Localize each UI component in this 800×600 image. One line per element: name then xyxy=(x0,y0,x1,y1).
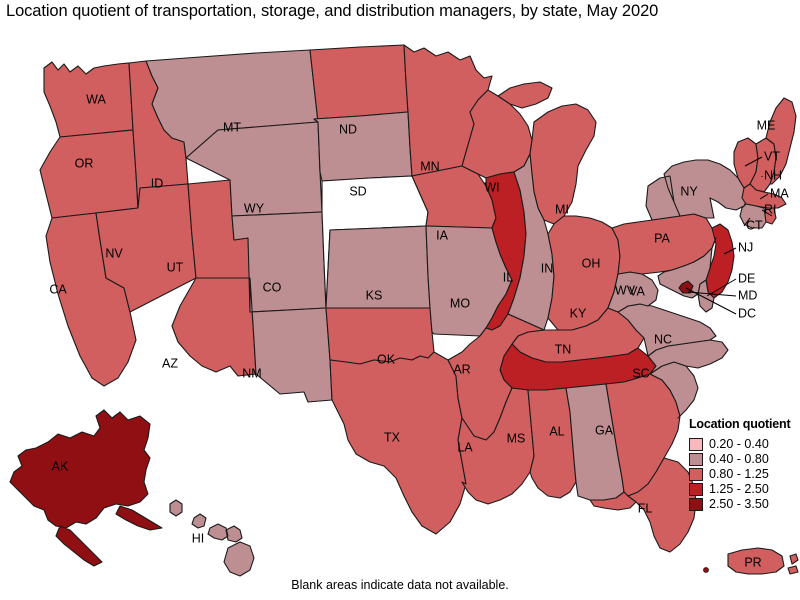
state-label-MT: MT xyxy=(223,120,241,134)
state-NV[interactable] xyxy=(95,183,197,313)
state-label-UT: UT xyxy=(167,260,184,274)
map-footnote: Blank areas indicate data not available. xyxy=(291,578,509,592)
legend-item-bin5[interactable]: 2.50 - 3.50 xyxy=(689,497,797,512)
state-label-CO: CO xyxy=(263,280,282,294)
legend-label-bin4: 1.25 - 2.50 xyxy=(709,482,769,496)
state-label-WA: WA xyxy=(86,92,106,106)
state-label-IN: IN xyxy=(541,261,554,275)
state-label-PR: PR xyxy=(744,555,761,569)
state-label-MS: MS xyxy=(507,431,526,445)
state-label-CA: CA xyxy=(49,282,67,296)
state-label-SD: SD xyxy=(349,184,366,198)
state-label-TX: TX xyxy=(384,430,401,444)
legend-swatch-bin5 xyxy=(689,498,703,511)
leader-line-DE xyxy=(706,278,737,297)
state-label-LA: LA xyxy=(457,440,473,454)
state-NM[interactable] xyxy=(249,277,333,403)
state-label-WI: WI xyxy=(484,180,499,194)
leader-line-VT xyxy=(744,156,763,167)
state-label-WY: WY xyxy=(244,201,265,215)
state-label-NY: NY xyxy=(680,184,698,198)
state-WA[interactable] xyxy=(43,61,134,138)
state-label-IA: IA xyxy=(436,228,448,242)
legend-item-bin3[interactable]: 0.80 - 1.25 xyxy=(689,467,797,482)
state-label-FL: FL xyxy=(638,501,653,515)
us-map-svg: WA OR CA ID NV UT AZ MT WY CO NM ND SD K… xyxy=(9,44,799,577)
legend-title: Location quotient xyxy=(689,417,791,431)
state-label-WV: WV xyxy=(615,283,636,297)
state-label-NC: NC xyxy=(654,332,672,346)
state-label-MO: MO xyxy=(450,296,470,310)
state-SD[interactable] xyxy=(313,111,413,182)
callout-label-RI: RI xyxy=(764,202,777,216)
state-label-ME: ME xyxy=(757,118,776,132)
state-label-OR: OR xyxy=(75,156,94,170)
state-label-PA: PA xyxy=(654,231,670,245)
state-label-VA: VA xyxy=(629,284,645,298)
state-OR[interactable] xyxy=(39,129,139,219)
state-label-MN: MN xyxy=(420,159,439,173)
state-HI[interactable] xyxy=(169,499,255,577)
callout-label-MD: MD xyxy=(738,288,757,302)
state-label-OH: OH xyxy=(582,256,601,270)
legend-swatch-bin4 xyxy=(689,483,703,496)
state-label-MI: MI xyxy=(555,202,569,216)
state-PR[interactable] xyxy=(727,547,799,575)
state-label-ND: ND xyxy=(339,122,357,136)
pr-islet-icon xyxy=(703,567,709,573)
legend-label-bin1: 0.20 - 0.40 xyxy=(709,437,769,451)
callout-label-VT: VT xyxy=(764,149,780,163)
state-FL[interactable] xyxy=(589,457,697,553)
state-label-ID: ID xyxy=(151,176,164,190)
state-label-HI: HI xyxy=(192,531,205,545)
legend-item-bin1[interactable]: 0.20 - 0.40 xyxy=(689,437,797,452)
callout-label-DE: DE xyxy=(738,271,755,285)
state-label-KS: KS xyxy=(366,288,383,302)
state-VA[interactable] xyxy=(617,303,717,357)
leader-line-DC xyxy=(685,287,737,315)
leader-line-RI xyxy=(761,209,773,217)
state-ND[interactable] xyxy=(309,44,409,123)
state-label-NM: NM xyxy=(242,366,261,380)
legend-swatch-bin1 xyxy=(689,438,703,451)
state-NJ[interactable] xyxy=(705,223,735,299)
legend-item-bin4[interactable]: 1.25 - 2.50 xyxy=(689,482,797,497)
state-AK[interactable] xyxy=(9,409,163,567)
map-legend: Location quotient 0.20 - 0.40 0.40 - 0.8… xyxy=(689,417,797,512)
state-label-SC: SC xyxy=(632,366,649,380)
callout-label-NH: NH xyxy=(764,168,782,182)
leader-line-MA xyxy=(759,193,769,200)
state-label-AK: AK xyxy=(52,459,69,473)
legend-swatch-bin3 xyxy=(689,468,703,481)
state-label-TN: TN xyxy=(555,342,572,356)
legend-label-bin5: 2.50 - 3.50 xyxy=(709,497,769,511)
state-label-NV: NV xyxy=(105,246,123,260)
legend-swatch-bin2 xyxy=(689,453,703,466)
state-label-OK: OK xyxy=(377,352,396,366)
state-ME[interactable] xyxy=(765,97,797,185)
state-label-IL: IL xyxy=(503,270,513,284)
leader-line-CT xyxy=(743,217,751,227)
leader-line-NJ xyxy=(723,247,737,255)
legend-item-bin2[interactable]: 0.40 - 0.80 xyxy=(689,452,797,467)
state-label-AZ: AZ xyxy=(162,356,178,370)
legend-label-bin2: 0.40 - 0.80 xyxy=(709,452,769,466)
callout-label-NJ: NJ xyxy=(738,240,753,254)
state-label-GA: GA xyxy=(595,423,614,437)
callout-label-CT: CT xyxy=(746,218,763,232)
callout-label-MA: MA xyxy=(770,186,789,200)
state-label-AL: AL xyxy=(549,424,564,438)
state-AZ[interactable] xyxy=(171,277,257,377)
state-label-AR: AR xyxy=(453,362,470,376)
choropleth-map: WA OR CA ID NV UT AZ MT WY CO NM ND SD K… xyxy=(0,26,800,578)
callout-label-DC: DC xyxy=(738,306,756,320)
state-label-KY: KY xyxy=(570,306,587,320)
page-title: Location quotient of transportation, sto… xyxy=(6,2,659,20)
legend-label-bin3: 0.80 - 1.25 xyxy=(709,467,769,481)
